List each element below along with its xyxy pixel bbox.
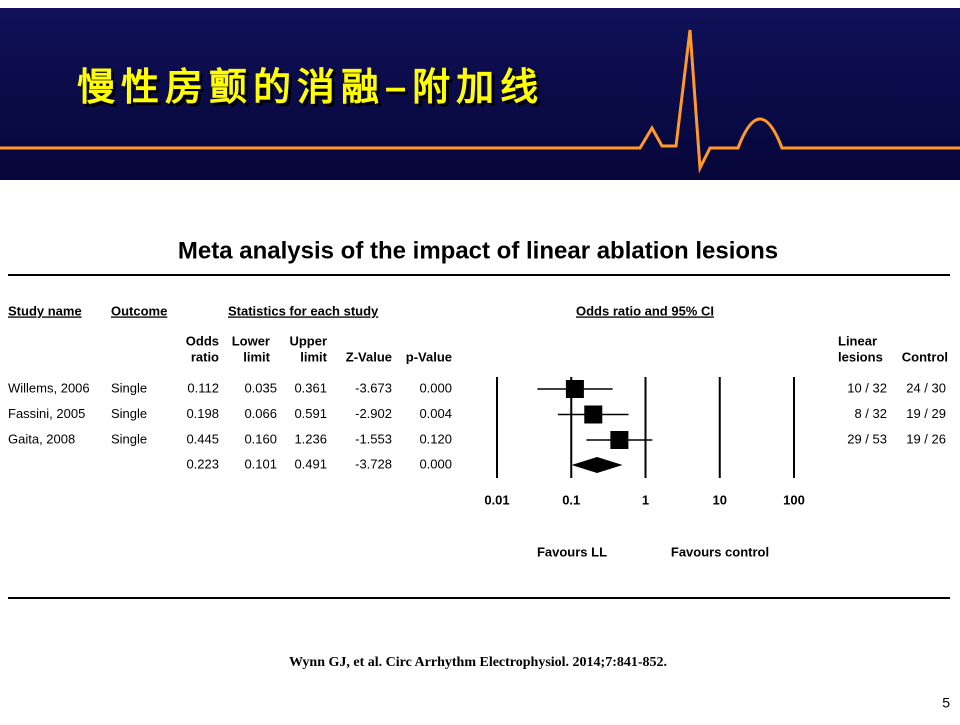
cell: Fassini, 2005 bbox=[8, 406, 85, 421]
column-header: p-Value bbox=[406, 349, 452, 364]
point-estimate bbox=[565, 380, 584, 398]
column-header: Odds ratio and 95% CI bbox=[576, 303, 714, 318]
x-tick-label: 10 bbox=[713, 492, 727, 507]
column-header: limit bbox=[243, 349, 270, 364]
forest-plot: Study name Outcome Statistics for each stu… bbox=[8, 303, 948, 559]
cell: 24 / 30 bbox=[906, 380, 946, 395]
cell: Single bbox=[111, 406, 147, 421]
cell: 0.198 bbox=[186, 406, 219, 421]
cell: -1.553 bbox=[355, 431, 392, 446]
cell: -3.728 bbox=[355, 456, 392, 471]
x-tick-label: 1 bbox=[642, 492, 649, 507]
column-header: ratio bbox=[191, 349, 219, 364]
cell: 0.035 bbox=[244, 380, 277, 395]
title-shadow: 慢性房颤的消融–附加线 bbox=[80, 70, 547, 112]
cell: -3.673 bbox=[355, 380, 392, 395]
x-tick-label: 100 bbox=[783, 492, 805, 507]
cell: 10 / 32 bbox=[847, 380, 887, 395]
cell: 0.491 bbox=[294, 456, 327, 471]
cell: 0.112 bbox=[187, 380, 219, 395]
column-header: Statistics for each study bbox=[228, 303, 379, 318]
cell: 0.101 bbox=[244, 456, 277, 471]
cell: 8 / 32 bbox=[854, 406, 887, 421]
column-header: Upper bbox=[289, 333, 327, 348]
axis-label: Favours LL bbox=[537, 544, 607, 559]
slide-title: 慢性房颤的消融–附加线 bbox=[77, 67, 544, 109]
column-header: limit bbox=[300, 349, 327, 364]
chart-title: Meta analysis of the impact of linear ab… bbox=[178, 237, 778, 264]
cell: 0.120 bbox=[419, 431, 452, 446]
column-header: Odds bbox=[186, 333, 219, 348]
cell: 0.066 bbox=[244, 406, 277, 421]
axis-label: Favours control bbox=[671, 544, 769, 559]
cell: 0.160 bbox=[244, 431, 277, 446]
cell: Gaita, 2008 bbox=[8, 431, 75, 446]
x-tick-label: 0.01 bbox=[484, 492, 509, 507]
column-header: Study name bbox=[8, 303, 82, 318]
column-header: Control bbox=[902, 349, 948, 364]
cell: 0.000 bbox=[419, 380, 452, 395]
ecg-line bbox=[0, 29, 960, 174]
cell: 0.223 bbox=[186, 456, 219, 471]
column-header: Lower bbox=[232, 333, 270, 348]
citation: Wynn GJ, et al. Circ Arrhythm Electrophy… bbox=[289, 655, 667, 670]
cell: Single bbox=[111, 380, 147, 395]
header-band bbox=[0, 8, 960, 180]
point-estimate bbox=[584, 405, 603, 424]
x-tick-label: 0.1 bbox=[562, 492, 580, 507]
cell: Willems, 2006 bbox=[8, 380, 90, 395]
column-header: Linear bbox=[838, 333, 877, 348]
cell: 0.591 bbox=[294, 406, 327, 421]
cell: 29 / 53 bbox=[847, 431, 887, 446]
page-number: 5 bbox=[942, 695, 950, 711]
cell: 0.361 bbox=[294, 380, 327, 395]
cell: 0.004 bbox=[419, 406, 452, 421]
cell: 19 / 29 bbox=[906, 406, 946, 421]
column-header: Outcome bbox=[111, 303, 167, 318]
cell: 19 / 26 bbox=[906, 431, 946, 446]
cell: -2.902 bbox=[355, 406, 392, 421]
cell: 0.445 bbox=[186, 431, 219, 446]
summary-diamond bbox=[571, 457, 623, 473]
cell: 0.000 bbox=[419, 456, 452, 471]
cell: Single bbox=[111, 431, 147, 446]
cell: 1.236 bbox=[294, 431, 327, 446]
column-header: lesions bbox=[838, 349, 883, 364]
column-header: Z-Value bbox=[346, 349, 392, 364]
point-estimate bbox=[610, 431, 629, 449]
